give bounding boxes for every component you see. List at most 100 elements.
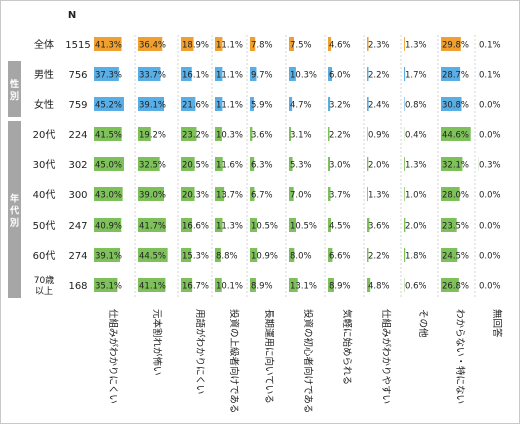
value-bar <box>367 37 369 51</box>
column-header: 投資の上級者向けである <box>228 309 240 413</box>
value-label: 7.0% <box>290 191 312 201</box>
value-label: 5.3% <box>290 161 312 171</box>
column-header: 気軽に始められる <box>341 309 353 385</box>
value-bar <box>404 248 406 262</box>
value-label: 39.0% <box>139 191 166 201</box>
value-bar <box>250 67 257 81</box>
value-bar <box>289 127 292 141</box>
value-label: 6.7% <box>251 191 273 201</box>
row-label: 以上 <box>35 286 53 297</box>
value-bar <box>441 97 462 111</box>
row-n-value: 168 <box>68 281 87 292</box>
value-label: 37.3% <box>95 71 122 81</box>
value-bar <box>94 37 122 51</box>
value-label: 0.1% <box>479 71 501 81</box>
value-label: 10.3% <box>216 131 243 141</box>
value-label: 2.0% <box>368 161 390 171</box>
value-bar <box>181 187 195 201</box>
value-bar <box>404 67 406 81</box>
group-band <box>8 121 21 298</box>
value-label: 2.2% <box>329 131 351 141</box>
column-header: 仕組みがわかりにくい <box>107 309 119 404</box>
value-label: 4.7% <box>290 101 312 111</box>
row-label: 全体 <box>34 38 54 51</box>
value-label: 11.1% <box>216 41 243 51</box>
value-label: 44.5% <box>139 252 166 262</box>
value-label: 0.0% <box>479 222 501 232</box>
row-n-value: 759 <box>68 100 87 111</box>
value-bar <box>181 67 192 81</box>
row-label: 男性 <box>34 68 54 81</box>
value-label: 29.8% <box>442 41 469 51</box>
value-label: 8.9% <box>329 282 351 292</box>
value-label: 2.4% <box>368 101 390 111</box>
value-label: 24.5% <box>442 252 469 262</box>
value-bar <box>367 67 369 81</box>
value-label: 11.1% <box>216 101 243 111</box>
value-bar <box>94 127 122 141</box>
value-bar <box>181 157 195 171</box>
value-bar <box>328 97 331 111</box>
value-label: 0.3% <box>479 161 501 171</box>
value-bar <box>215 218 223 232</box>
value-label: 11.6% <box>216 161 243 171</box>
value-label: 41.5% <box>95 131 122 141</box>
value-bar <box>138 278 166 292</box>
value-bar <box>138 67 161 81</box>
value-label: 0.6% <box>405 282 427 292</box>
value-bar <box>367 218 370 232</box>
value-label: 6.3% <box>251 161 273 171</box>
value-bar <box>404 218 406 232</box>
value-label: 19.2% <box>139 131 166 141</box>
value-bar <box>250 278 256 292</box>
value-bar <box>215 97 223 111</box>
column-header: 長期運用に向いている <box>263 309 275 404</box>
value-label: 3.7% <box>329 191 351 201</box>
group-band <box>8 61 21 117</box>
group-band-label: 年 <box>10 193 19 205</box>
value-bar <box>181 248 192 262</box>
value-label: 45.2% <box>95 101 122 111</box>
value-label: 11.3% <box>216 222 243 232</box>
group-band-label: 別 <box>9 90 19 102</box>
value-bar <box>328 187 331 201</box>
value-bar <box>367 97 369 111</box>
value-label: 8.0% <box>290 252 312 262</box>
value-label: 20.3% <box>182 191 209 201</box>
value-label: 16.1% <box>182 71 209 81</box>
value-label: 30.8% <box>442 101 469 111</box>
value-bar <box>289 278 298 292</box>
value-label: 4.5% <box>329 222 351 232</box>
value-bar <box>181 37 194 51</box>
n-header: N <box>68 10 76 21</box>
value-bar <box>250 127 253 141</box>
value-label: 0.0% <box>479 191 501 201</box>
value-label: 45.0% <box>95 161 122 171</box>
value-bar <box>138 248 168 262</box>
value-bar <box>181 218 193 232</box>
value-bar <box>215 37 223 51</box>
value-label: 43.0% <box>95 191 122 201</box>
row-n-value: 247 <box>68 221 87 232</box>
row-n-value: 224 <box>68 130 87 141</box>
value-bar <box>250 248 258 262</box>
value-label: 23.5% <box>442 222 469 232</box>
value-label: 13.1% <box>290 282 317 292</box>
value-bar <box>328 278 334 292</box>
value-label: 28.0% <box>442 191 469 201</box>
value-label: 7.5% <box>290 41 312 51</box>
value-bar <box>441 157 463 171</box>
value-bar <box>138 187 164 201</box>
value-label: 21.6% <box>182 101 209 111</box>
value-label: 0.8% <box>405 101 427 111</box>
value-bar <box>328 127 330 141</box>
value-bar <box>441 187 460 201</box>
value-label: 36.4% <box>139 41 166 51</box>
value-bar <box>215 67 223 81</box>
value-label: 0.0% <box>479 131 501 141</box>
value-label: 3.0% <box>329 161 351 171</box>
value-label: 1.3% <box>405 161 427 171</box>
value-label: 6.0% <box>329 71 351 81</box>
value-label: 0.4% <box>405 131 427 141</box>
